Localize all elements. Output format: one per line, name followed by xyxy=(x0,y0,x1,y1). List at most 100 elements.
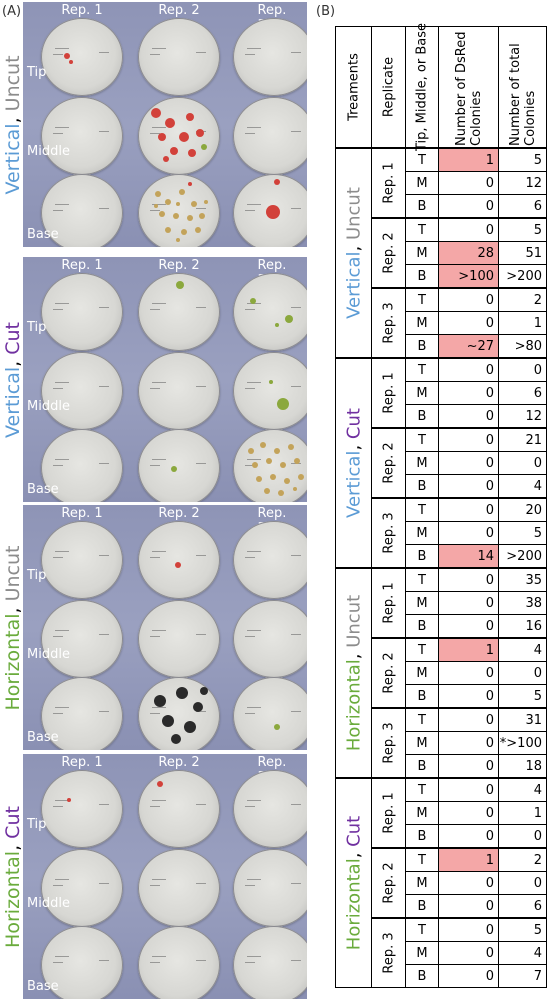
colony xyxy=(154,204,158,208)
position-cell: B xyxy=(405,334,439,359)
total-count-cell: 5 xyxy=(498,917,547,942)
replicate-cell: Rep. 2 xyxy=(371,637,406,709)
dsred-count-cell: 0 xyxy=(438,731,499,755)
petri-dish xyxy=(233,97,307,175)
colony xyxy=(250,298,256,304)
dsred-count-cell: 0 xyxy=(438,404,499,429)
petri-dish xyxy=(138,352,220,430)
petri-dish xyxy=(41,174,123,247)
replicate-cell: Rep. 3 xyxy=(371,917,406,988)
colony xyxy=(274,179,280,185)
colony xyxy=(176,687,188,699)
total-count-cell: 5 xyxy=(498,684,547,709)
colony xyxy=(284,478,290,484)
dsred-count-cell: 0 xyxy=(438,217,499,242)
colony xyxy=(195,227,201,233)
total-count-cell: 7 xyxy=(498,964,547,988)
dsred-count-cell: 0 xyxy=(438,777,499,802)
position-cell: T xyxy=(405,707,439,732)
colony xyxy=(200,687,208,695)
position-cell: T xyxy=(405,357,439,382)
header-replicate: Replicate xyxy=(371,26,406,149)
petri-dish xyxy=(41,677,123,750)
dsred-count-cell: >100 xyxy=(438,264,499,289)
petri-dish xyxy=(41,273,123,351)
total-count-cell: 5 xyxy=(498,521,547,545)
position-cell: B xyxy=(405,544,439,569)
dsred-count-cell: 0 xyxy=(438,614,499,639)
dsred-count-cell: 0 xyxy=(438,964,499,988)
dsred-count-cell: 0 xyxy=(438,591,499,615)
position-cell: B xyxy=(405,964,439,988)
total-count-cell: 35 xyxy=(498,567,547,592)
position-cell: B xyxy=(405,684,439,709)
colony xyxy=(67,798,71,802)
position-cell: T xyxy=(405,287,439,312)
colony xyxy=(158,133,166,141)
petri-dish xyxy=(138,174,220,247)
total-count-cell: >200 xyxy=(498,264,547,289)
colony xyxy=(288,444,294,450)
position-label: Base xyxy=(27,730,59,745)
petri-dish xyxy=(41,600,123,678)
treatment-cell: Vertical, Uncut xyxy=(335,147,372,359)
colony xyxy=(176,238,180,242)
table-row: M 0 38 xyxy=(336,591,547,615)
dsred-count-cell: 0 xyxy=(438,801,499,825)
colony xyxy=(196,129,204,137)
table-header-row: Treaments Replicate Tip, Middle, or Base… xyxy=(335,23,547,151)
colony xyxy=(277,398,289,410)
colony xyxy=(191,201,197,207)
dsred-count-cell: 1 xyxy=(438,637,499,662)
position-cell: T xyxy=(405,497,439,522)
treatment-cell: Horizontal, Uncut xyxy=(335,567,372,779)
colony xyxy=(270,474,276,480)
petri-dish xyxy=(138,18,220,96)
position-cell: M xyxy=(405,871,439,895)
petri-dish xyxy=(233,429,307,502)
position-cell: T xyxy=(405,917,439,942)
position-label: Base xyxy=(27,482,59,497)
total-count-cell: 0 xyxy=(498,357,547,382)
colony-count-table: Treaments Replicate Tip, Middle, or Base… xyxy=(335,23,547,988)
dsred-count-cell: 0 xyxy=(438,567,499,592)
position-cell: M xyxy=(405,591,439,615)
table-row: B 0 12 xyxy=(336,404,547,429)
treatment-cell: Horizontal, Cut xyxy=(335,777,372,988)
colony xyxy=(175,562,181,568)
header-total-colonies: Number of total Colonies xyxy=(498,26,547,149)
position-cell: B xyxy=(405,894,439,919)
header-treatments: Treaments xyxy=(335,26,372,149)
position-cell: B xyxy=(405,474,439,499)
colony xyxy=(179,189,185,195)
replicate-cell: Rep. 2 xyxy=(371,847,406,919)
petri-dish xyxy=(138,926,220,999)
total-count-cell: 2 xyxy=(498,287,547,312)
dsred-count-cell: 0 xyxy=(438,474,499,499)
colony xyxy=(162,715,174,727)
position-cell: M xyxy=(405,731,439,755)
treatment-label: Horizontal, Cut xyxy=(2,805,24,948)
position-cell: M xyxy=(405,381,439,405)
dsred-count-cell: 0 xyxy=(438,287,499,312)
dsred-count-cell: 0 xyxy=(438,521,499,545)
total-count-cell: *>100 xyxy=(498,731,547,755)
colony xyxy=(170,147,178,155)
dsred-count-cell: 0 xyxy=(438,427,499,452)
petri-dish xyxy=(41,97,123,175)
position-cell: B xyxy=(405,264,439,289)
colony xyxy=(163,156,169,162)
dsred-count-cell: 0 xyxy=(438,171,499,195)
colony xyxy=(159,211,165,217)
position-label: Tip xyxy=(27,320,47,335)
total-count-cell: >80 xyxy=(498,334,547,359)
rep-header: Rep. 1 xyxy=(61,3,103,18)
dsred-count-cell: 0 xyxy=(438,941,499,965)
